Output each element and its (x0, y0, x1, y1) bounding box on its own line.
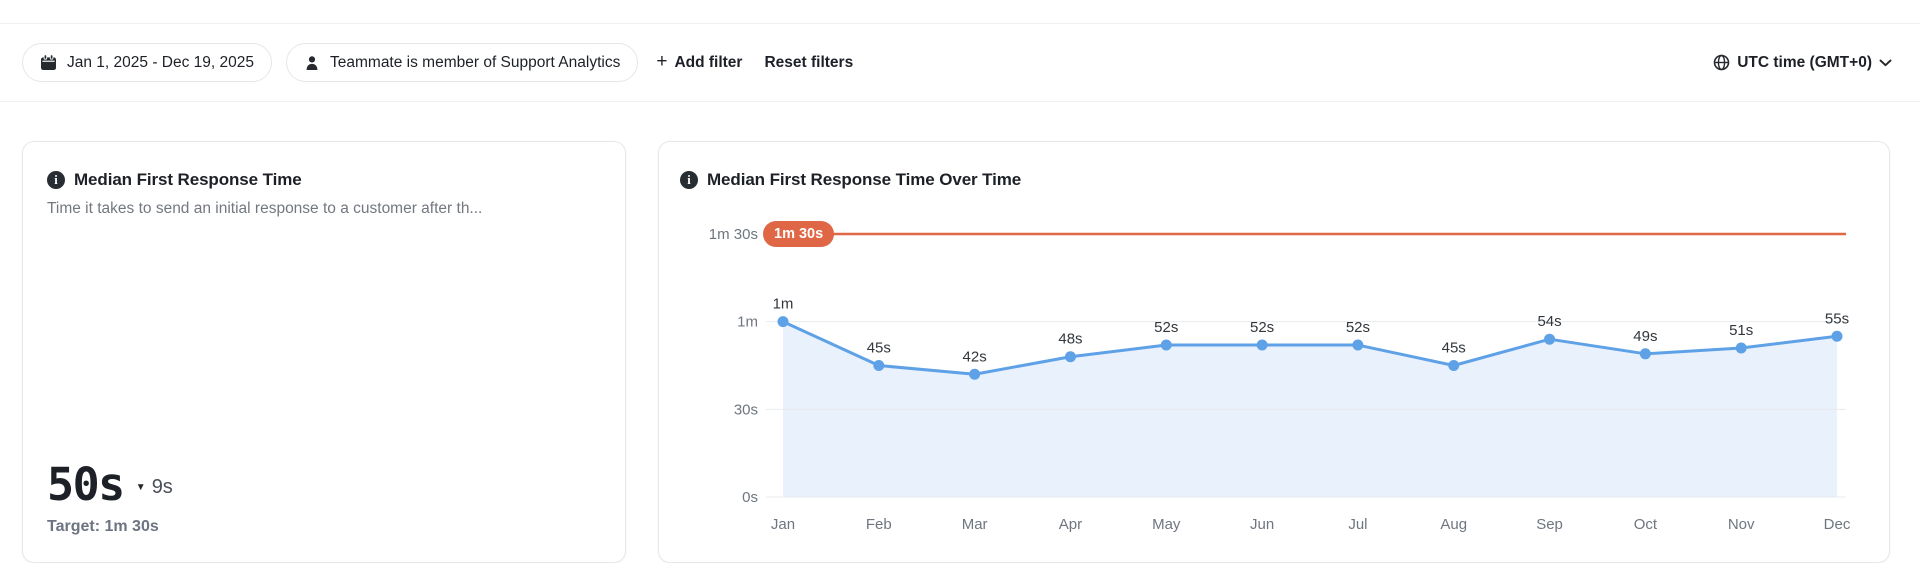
x-tick-label: Jul (1348, 516, 1367, 533)
point-value-label: 45s (867, 340, 891, 357)
chart-point[interactable] (1639, 348, 1651, 360)
timezone-label: UTC time (GMT+0) (1737, 53, 1872, 71)
chart-point[interactable] (1735, 342, 1747, 354)
x-tick-label: Sep (1536, 516, 1563, 533)
metric-delta: ▼ 9s (136, 476, 173, 499)
reset-filters-button[interactable]: Reset filters (760, 54, 857, 72)
reset-filters-label: Reset filters (764, 53, 854, 71)
date-range-label: Jan 1, 2025 - Dec 19, 2025 (67, 53, 254, 71)
chart-card-title: Median First Response Time Over Time (707, 170, 1022, 189)
x-tick-label: Mar (962, 516, 988, 533)
date-range-filter[interactable]: Jan 1, 2025 - Dec 19, 2025 (22, 43, 272, 82)
chart-point[interactable] (1831, 330, 1843, 342)
x-tick-label: Jan (771, 516, 795, 533)
teammate-filter[interactable]: Teammate is member of Support Analytics (286, 43, 639, 82)
point-value-label: 55s (1825, 310, 1849, 327)
response-time-line-chart[interactable]: 1m 45s 42s 48s 52s 52s 52s 45s 54s 49s 51s 55s 1m 30… (680, 214, 1870, 544)
delta-value: 9s (151, 476, 173, 498)
chevron-down-icon (1879, 59, 1892, 66)
chart-point[interactable] (777, 316, 789, 328)
chart-point[interactable] (1352, 339, 1364, 351)
target-badge: 1m 30s (763, 221, 835, 247)
plus-icon: + (656, 51, 668, 72)
point-value-label: 52s (1250, 319, 1274, 336)
point-value-label: 42s (963, 348, 987, 365)
x-tick-label: Jun (1250, 516, 1274, 533)
summary-card-description: Time it takes to send an initial respons… (47, 200, 483, 217)
x-tick-label: Feb (866, 516, 892, 533)
x-tick-label: Aug (1440, 516, 1467, 533)
chart-point[interactable] (1160, 339, 1172, 351)
teammate-filter-label: Teammate is member of Support Analytics (330, 53, 621, 71)
point-value-label: 54s (1537, 313, 1561, 330)
chart-point[interactable] (873, 360, 885, 371)
target-label: Target: 1m 30s (47, 518, 159, 535)
x-tick-label: Oct (1634, 516, 1658, 533)
timezone-selector[interactable]: UTC time (GMT+0) (1709, 54, 1896, 72)
median-first-response-time-over-time-card[interactable]: i Median First Response Time Over Time 1… (658, 141, 1890, 563)
point-value-label: 1m (773, 296, 794, 313)
x-tick-label: Dec (1824, 516, 1851, 533)
point-value-label: 48s (1058, 331, 1082, 348)
x-tick-label: Apr (1059, 516, 1082, 533)
add-filter-label: Add filter (674, 53, 743, 71)
y-tick-label: 0s (742, 489, 758, 506)
delta-down-icon: ▼ (135, 481, 146, 493)
chart-point[interactable] (1064, 351, 1076, 363)
person-icon (306, 55, 318, 70)
point-value-label: 45s (1442, 340, 1466, 357)
filter-bar: Jan 1, 2025 - Dec 19, 2025 Teammate is m… (0, 23, 1920, 102)
chart-point[interactable] (1448, 360, 1460, 371)
chart-point[interactable] (1256, 339, 1268, 351)
calendar-icon (41, 54, 56, 70)
chart-canvas[interactable]: 1m 45s 42s 48s 52s 52s 52s 45s 54s 49s 51s 55s 1m 30… (680, 214, 1870, 544)
y-tick-label: 30s (734, 401, 758, 418)
y-tick-label: 1m (737, 314, 758, 331)
point-value-label: 52s (1154, 319, 1178, 336)
x-tick-label: May (1152, 516, 1181, 533)
info-icon[interactable]: i (680, 171, 698, 189)
point-value-label: 52s (1346, 319, 1370, 336)
series-line (781, 320, 1839, 376)
summary-card-title: Median First Response Time (74, 170, 302, 189)
metric-value: 50s (47, 458, 125, 511)
chart-point[interactable] (969, 368, 981, 380)
globe-icon (1713, 54, 1730, 71)
info-icon[interactable]: i (47, 171, 65, 189)
point-value-label: 51s (1729, 322, 1753, 339)
chart-point[interactable] (1544, 333, 1556, 345)
point-value-label: 49s (1633, 328, 1657, 345)
add-filter-button[interactable]: + Add filter (652, 51, 746, 72)
median-first-response-time-card[interactable]: i Median First Response Time Time it tak… (22, 141, 626, 563)
x-tick-label: Nov (1728, 516, 1755, 533)
y-tick-label: 1m 30s (709, 226, 758, 243)
